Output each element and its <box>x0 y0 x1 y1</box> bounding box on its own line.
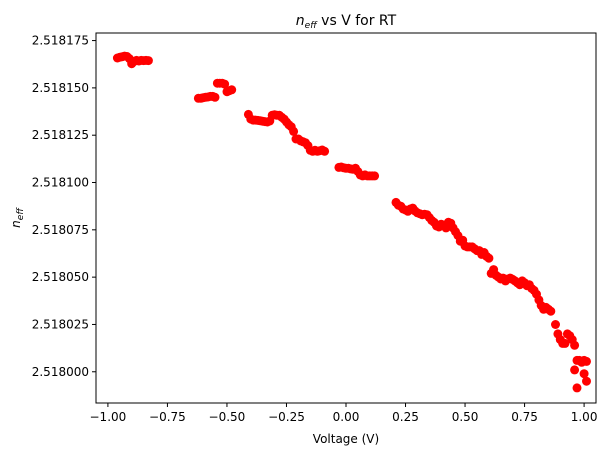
data-point <box>570 365 580 375</box>
y-tick-label: 2.518075 <box>32 223 89 237</box>
data-point <box>484 253 494 263</box>
data-point <box>579 369 589 379</box>
data-point <box>210 92 220 102</box>
data-point <box>227 85 237 95</box>
x-tick-label: 0.25 <box>392 410 419 424</box>
y-tick-label: 2.518025 <box>32 317 89 331</box>
y-tick-label: 2.518125 <box>32 128 89 142</box>
data-point <box>582 356 591 366</box>
data-points <box>112 51 591 393</box>
y-tick-label: 2.518000 <box>32 365 89 379</box>
y-axis-label: neff <box>9 207 26 228</box>
data-point <box>370 171 380 181</box>
x-axis-label: Voltage (V) <box>313 432 379 446</box>
data-point <box>289 126 299 136</box>
title-suffix: vs V for RT <box>317 13 397 29</box>
x-tick-label: −0.75 <box>149 410 186 424</box>
x-tick-label: −1.00 <box>90 410 127 424</box>
y-axis-subscript: eff <box>16 207 26 221</box>
x-tick-label: 0.75 <box>511 410 538 424</box>
data-point <box>582 376 591 386</box>
data-point <box>320 146 330 156</box>
data-point <box>572 383 582 393</box>
x-tick-label: 0.50 <box>452 410 479 424</box>
data-point <box>220 79 230 89</box>
x-tick-label: 1.00 <box>571 410 598 424</box>
x-tick-label: −0.50 <box>209 410 246 424</box>
y-tick-label: 2.518175 <box>32 34 89 48</box>
y-tick-label: 2.518100 <box>32 176 89 190</box>
data-point <box>143 56 153 66</box>
title-subscript: eff <box>305 21 319 31</box>
y-axis-ticks: 2.518000 2.518025 2.518050 2.518075 2.518100… <box>32 34 96 379</box>
data-point <box>560 338 570 348</box>
data-point <box>551 320 560 329</box>
plot-frame <box>95 32 597 404</box>
y-tick-label: 2.518050 <box>32 270 89 284</box>
x-tick-label: −0.25 <box>268 410 305 424</box>
x-tick-label: 0.00 <box>333 410 360 424</box>
data-point <box>546 306 556 316</box>
data-point <box>570 340 580 350</box>
y-axis-symbol: n <box>9 220 23 228</box>
title-symbol: n <box>296 13 305 29</box>
x-axis-ticks: −1.00 −0.75 −0.50 −0.25 0.00 0.25 0.50 0.75 1.00 <box>90 403 598 424</box>
y-tick-label: 2.518150 <box>32 81 89 95</box>
chart-title: neff vs V for RT <box>296 13 397 31</box>
